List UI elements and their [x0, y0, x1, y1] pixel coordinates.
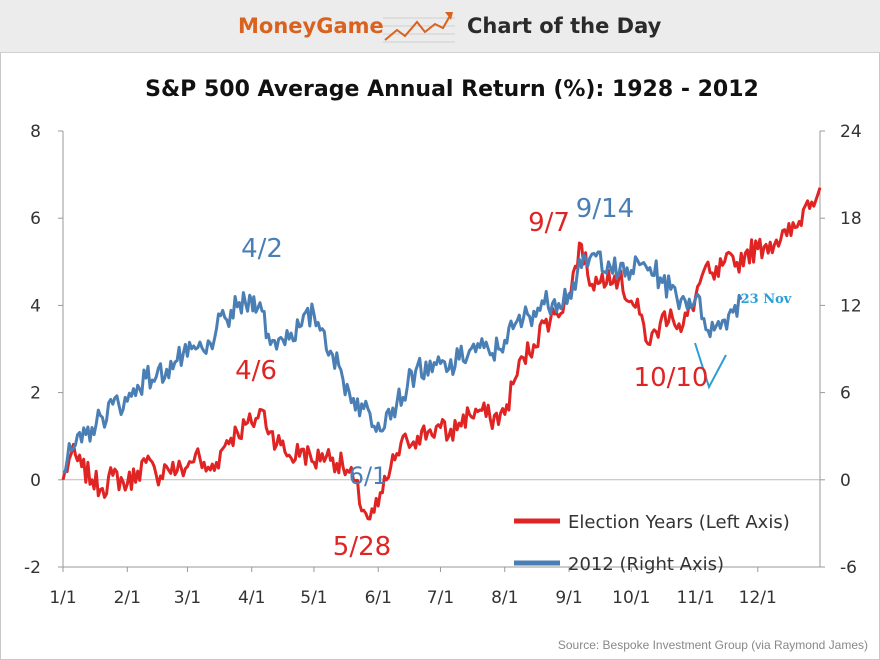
x-tick-label: 4/1 — [238, 588, 265, 608]
right-tick-label: -6 — [840, 558, 857, 578]
annotation-label: 10/10 — [634, 363, 709, 393]
legend-label: Election Years (Left Axis) — [568, 512, 790, 533]
x-tick-label: 8/1 — [491, 588, 518, 608]
rising-chart-icon — [383, 12, 455, 43]
right-tick-label: 24 — [840, 122, 862, 142]
x-tick-label: 2/1 — [114, 588, 141, 608]
legend-label: 2012 (Right Axis) — [568, 554, 724, 575]
section-title: Chart of the Day — [467, 14, 662, 38]
source-note: Source: Bespoke Investment Group (via Ra… — [557, 638, 868, 652]
x-tick-label: 9/1 — [555, 588, 582, 608]
right-tick-label: 6 — [840, 384, 851, 404]
line-chart: S&P 500 Average Annual Return (%): 1928 … — [24, 77, 862, 608]
right-tick-label: 12 — [840, 296, 862, 316]
brand-name[interactable]: MoneyGame — [238, 14, 384, 38]
legend: Election Years (Left Axis) 2012 (Right Ax… — [514, 512, 790, 575]
left-tick-label: 6 — [30, 209, 41, 229]
chart-title: S&P 500 Average Annual Return (%): 1928 … — [145, 77, 759, 102]
x-tick-label: 1/1 — [49, 588, 76, 608]
annotation-label: 9/7 — [528, 208, 570, 238]
left-tick-label: 0 — [30, 471, 41, 491]
left-tick-label: -2 — [24, 558, 41, 578]
annotation-label: 6/1 — [349, 462, 388, 490]
x-tick-label: 6/1 — [365, 588, 392, 608]
series-line-2 — [62, 250, 743, 474]
x-tick-label: 3/1 — [174, 588, 201, 608]
header-banner: MoneyGame Chart of the Day — [0, 0, 880, 52]
left-tick-label: 4 — [30, 296, 41, 316]
x-tick-label: 12/1 — [739, 588, 777, 608]
annotation-label: 9/14 — [576, 194, 634, 224]
x-tick-label: 10/1 — [612, 588, 650, 608]
x-tick-label: 5/1 — [300, 588, 327, 608]
header-divider — [0, 52, 880, 53]
right-tick-label: 18 — [840, 209, 862, 229]
annotation-label: 4/6 — [235, 356, 277, 386]
annotation-label: 23 Nov — [741, 292, 792, 307]
nov23-marker — [694, 342, 727, 390]
annotation-label: 4/2 — [241, 234, 283, 264]
annotation-layer: 4/2 4/6 6/1 5/28 9/7 9/14 10/10 23 Nov — [235, 194, 792, 562]
series-line-1 — [61, 187, 822, 521]
series-layer — [61, 187, 822, 521]
left-tick-label: 2 — [30, 384, 41, 404]
annotation-label: 5/28 — [333, 532, 391, 562]
x-tick-label: 11/1 — [676, 588, 714, 608]
left-tick-label: 8 — [30, 122, 41, 142]
x-tick-label: 7/1 — [427, 588, 454, 608]
right-tick-label: 0 — [840, 471, 851, 491]
